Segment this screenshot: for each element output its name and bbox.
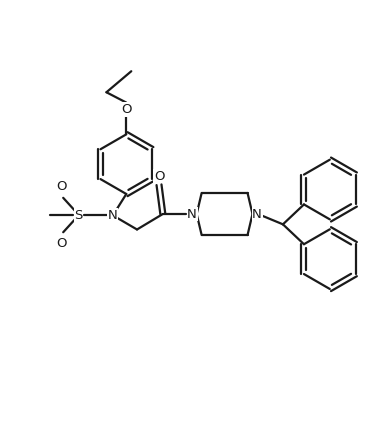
Text: N: N	[252, 208, 262, 220]
Text: O: O	[154, 170, 164, 183]
Text: O: O	[56, 180, 66, 193]
Text: N: N	[187, 208, 197, 220]
Text: N: N	[108, 208, 118, 222]
Text: O: O	[121, 103, 132, 116]
Text: S: S	[74, 208, 83, 222]
Text: O: O	[56, 237, 66, 250]
